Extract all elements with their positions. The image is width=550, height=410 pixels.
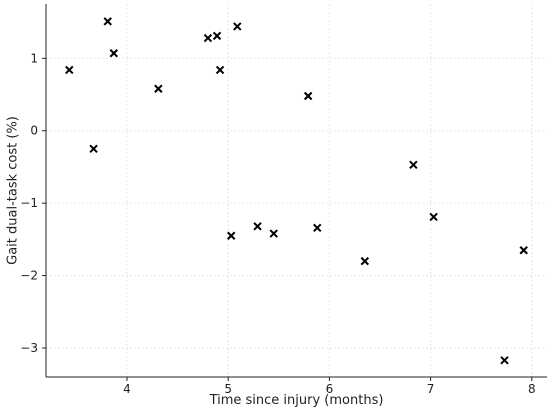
data-point [303, 91, 313, 101]
data-point [519, 246, 528, 255]
data-point [89, 144, 98, 154]
data-point [109, 49, 119, 58]
x-tick-label: 6 [326, 382, 334, 396]
x-tick-label: 7 [427, 382, 435, 396]
data-point [313, 223, 322, 233]
axes: 4 5 6 7 8 −3 −2 −1 0 1 [20, 4, 547, 396]
x-tick-label: 5 [224, 382, 232, 396]
data-point [154, 84, 163, 93]
y-axis-label: Gait dual-task cost (%) [6, 116, 21, 265]
x-tick-label: 4 [123, 382, 131, 396]
data-point [65, 65, 74, 75]
data-point [103, 17, 112, 26]
y-tick-label: 1 [30, 51, 38, 65]
y-tick-label: 0 [30, 124, 38, 138]
data-points [65, 17, 528, 365]
y-tick-label: −1 [20, 196, 38, 210]
data-point [409, 160, 418, 169]
data-point [233, 22, 242, 31]
data-point [215, 65, 225, 75]
data-point [227, 231, 236, 240]
data-point [360, 256, 370, 266]
data-point [253, 222, 262, 231]
y-tick-label: −2 [20, 269, 38, 283]
grid [46, 4, 547, 377]
data-point [429, 212, 438, 222]
data-point [500, 356, 509, 365]
data-point [212, 31, 222, 41]
y-tick-label: −3 [20, 341, 38, 355]
x-tick-label: 8 [528, 382, 536, 396]
data-point [203, 33, 213, 43]
data-point [269, 229, 278, 238]
x-axis-label: Time since injury (months) [209, 393, 384, 408]
